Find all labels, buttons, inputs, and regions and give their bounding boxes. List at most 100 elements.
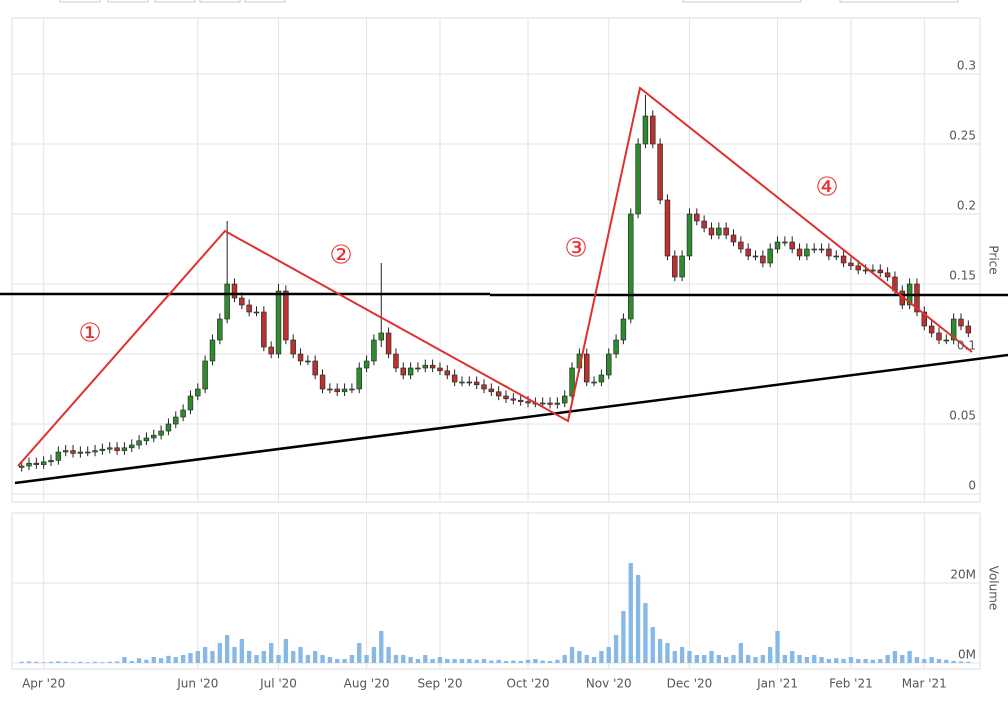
- volume-bar: [782, 655, 788, 663]
- candle-body: [782, 241, 788, 244]
- y-tick-label: 20M: [950, 568, 976, 582]
- y-tick-label: 0.1: [957, 339, 976, 353]
- volume-bar: [445, 659, 450, 663]
- toolbar-button[interactable]: [244, 0, 286, 3]
- candle-body: [642, 115, 649, 145]
- candle-body: [195, 388, 201, 397]
- candle-body: [833, 255, 839, 258]
- candle-body: [378, 332, 384, 341]
- candle-body: [466, 381, 473, 384]
- candle-body: [40, 461, 47, 465]
- candle-body: [407, 367, 414, 376]
- candle-body: [334, 388, 340, 393]
- wave-label: ①: [78, 319, 101, 349]
- volume-bar: [878, 659, 883, 663]
- candle-body: [297, 353, 304, 362]
- x-tick-label: Feb '21: [829, 677, 873, 691]
- x-tick-label: Aug '20: [344, 677, 390, 691]
- volume-bar: [966, 661, 971, 663]
- volume-bar: [753, 657, 758, 663]
- candle-body: [239, 297, 245, 306]
- volume-bar: [804, 657, 810, 663]
- candle-body: [958, 318, 964, 327]
- volume-bar: [665, 643, 670, 663]
- candle-body: [356, 367, 362, 390]
- candle-body: [591, 381, 597, 384]
- y-axis-label: Price: [987, 245, 1001, 274]
- candle-body: [231, 283, 238, 299]
- volume-bar: [100, 662, 105, 663]
- volume-bar: [158, 658, 164, 663]
- volume-bar: [540, 660, 545, 663]
- volume-bar: [900, 655, 905, 663]
- volume-panel: [11, 512, 981, 670]
- candle-body: [363, 360, 370, 369]
- volume-bar: [224, 635, 230, 663]
- candle-body: [283, 290, 289, 341]
- candle-body: [716, 227, 722, 236]
- volume-bar: [276, 655, 281, 663]
- candle-body: [114, 447, 120, 451]
- volume-bar: [195, 651, 200, 663]
- candle-body: [136, 440, 142, 446]
- candle-body: [855, 265, 861, 271]
- volume-bar: [870, 659, 876, 663]
- candle-body: [62, 450, 69, 453]
- toolbar-button[interactable]: [154, 0, 196, 3]
- volume-bar: [679, 647, 685, 663]
- volume-bar: [533, 659, 538, 663]
- candle-body: [613, 339, 619, 355]
- volume-bar: [320, 655, 325, 663]
- volume-bar: [283, 639, 289, 663]
- candle-body: [796, 248, 803, 257]
- candle-body: [48, 460, 54, 463]
- candle-body: [209, 339, 216, 362]
- volume-bar: [63, 661, 68, 663]
- toolbar: [59, 0, 959, 3]
- candle-body: [936, 332, 942, 341]
- volume-bar: [173, 657, 178, 663]
- candle-body: [246, 304, 252, 313]
- toolbar-button[interactable]: [59, 0, 101, 3]
- candle-body: [261, 311, 267, 348]
- volume-bar: [335, 659, 340, 663]
- candle-body: [789, 241, 795, 250]
- volume-bar: [562, 655, 567, 663]
- volume-bar: [951, 661, 956, 663]
- volume-bar: [569, 647, 575, 663]
- volume-bar: [188, 653, 193, 663]
- candle-body: [488, 388, 495, 393]
- volume-bar: [357, 643, 362, 663]
- candle-body: [635, 143, 641, 215]
- candle-body: [268, 346, 274, 355]
- candle-body: [55, 451, 62, 461]
- volume-bar: [650, 627, 655, 663]
- volume-bar: [489, 660, 494, 663]
- volume-bar: [826, 659, 832, 663]
- volume-bar: [166, 655, 171, 663]
- candle-body: [877, 269, 883, 274]
- candle-body: [180, 409, 186, 418]
- candle-body: [349, 388, 355, 391]
- toolbar-button[interactable]: [199, 0, 241, 3]
- toolbar-button[interactable]: [107, 0, 149, 3]
- x-tick-label: Mar '21: [902, 677, 947, 691]
- candle-body: [657, 143, 663, 201]
- candle-body: [18, 465, 25, 468]
- candle-body: [415, 367, 421, 370]
- date-input[interactable]: [839, 0, 959, 3]
- candle-body: [202, 360, 208, 390]
- candle-body: [393, 353, 399, 369]
- candle-body: [606, 353, 612, 376]
- candle-body: [848, 262, 854, 267]
- x-tick-label: Jan '21: [756, 677, 798, 691]
- candle-body: [760, 255, 766, 264]
- candle-body: [305, 360, 311, 363]
- volume-bar: [474, 659, 479, 663]
- y-tick-label: 0M: [958, 648, 976, 662]
- volume-bar: [775, 631, 780, 663]
- date-input[interactable]: [682, 0, 802, 3]
- volume-bar: [834, 658, 839, 663]
- volume-bar: [628, 563, 633, 663]
- y-tick-label: 0: [968, 479, 976, 493]
